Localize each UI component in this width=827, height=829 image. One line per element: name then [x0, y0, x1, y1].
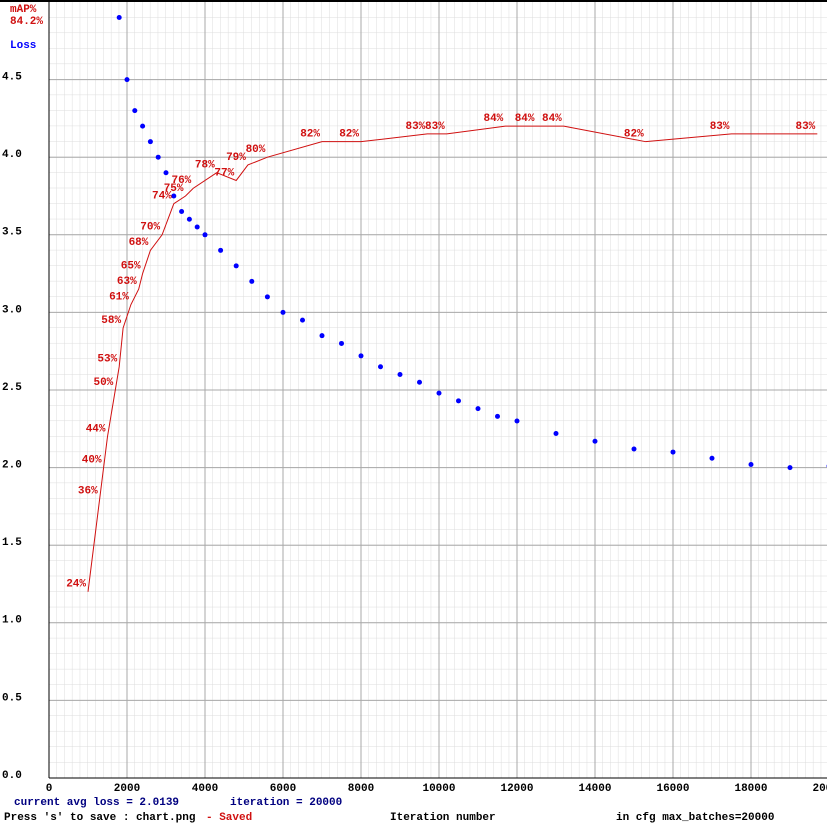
- loss-point: [417, 379, 422, 385]
- y-tick-label: 3.5: [2, 227, 22, 239]
- map-label: 84%: [515, 113, 535, 125]
- x-tick-label: 20000: [812, 783, 827, 795]
- map-label: 83%: [405, 121, 425, 133]
- y-tick-label: 1.0: [2, 615, 22, 627]
- loss-point: [218, 247, 224, 253]
- loss-point: [378, 364, 383, 370]
- top-border: [0, 0, 827, 2]
- map-label: 83%: [425, 121, 445, 133]
- y-tick-label: 1.5: [2, 537, 22, 549]
- y-tick-label: 4.0: [2, 149, 22, 161]
- loss-point: [163, 170, 169, 176]
- x-tick-label: 4000: [192, 783, 218, 795]
- loss-point: [140, 123, 146, 129]
- loss-point: [670, 449, 676, 455]
- x-tick-label: 6000: [270, 783, 296, 795]
- loss-point: [171, 193, 177, 199]
- y-tick-label: 3.0: [2, 304, 22, 316]
- loss-point: [592, 438, 598, 444]
- map-label: 83%: [710, 121, 730, 133]
- x-tick-label: 16000: [656, 783, 689, 795]
- loss-point: [475, 406, 481, 412]
- map-label: 78%: [195, 160, 215, 172]
- x-tick-label: 14000: [578, 783, 611, 795]
- map-legend: mAP%: [10, 4, 37, 16]
- x-tick-label: 2000: [114, 783, 140, 795]
- loss-point: [249, 278, 255, 284]
- loss-point: [787, 465, 793, 471]
- loss-legend: Loss: [10, 40, 36, 52]
- loss-point: [456, 398, 461, 404]
- map-line: [87, 125, 818, 592]
- map-label: 61%: [109, 292, 129, 304]
- map-label: 53%: [97, 354, 117, 366]
- loss-point: [300, 317, 305, 323]
- map-label: 84%: [542, 113, 562, 125]
- x-tick-label: 8000: [348, 783, 374, 795]
- map-label: 65%: [121, 261, 141, 273]
- map-label: 74%: [152, 191, 172, 203]
- loss-point: [319, 333, 325, 339]
- iteration: iteration = 20000: [230, 797, 342, 809]
- loss-point: [397, 371, 403, 377]
- map-label: 82%: [339, 129, 359, 141]
- x-tick-label: 10000: [422, 783, 455, 795]
- loss-point: [132, 108, 138, 114]
- map-label: 76%: [171, 175, 191, 187]
- map-label: 36%: [78, 486, 98, 498]
- y-tick-label: 0.5: [2, 692, 22, 704]
- map-label: 84%: [483, 113, 503, 125]
- loss-point: [155, 154, 161, 160]
- map-label: 50%: [93, 377, 113, 389]
- saved: - Saved: [206, 812, 252, 824]
- loss-point: [186, 216, 192, 222]
- map-label: 58%: [101, 315, 121, 327]
- map-current: 84.2%: [10, 16, 43, 28]
- loss-point: [339, 340, 344, 346]
- x-tick-label: 12000: [500, 783, 533, 795]
- map-label: 68%: [129, 237, 149, 249]
- loss-point: [553, 430, 559, 436]
- y-tick-label: 2.5: [2, 382, 22, 394]
- loss-point: [179, 209, 185, 215]
- map-label: 63%: [117, 276, 137, 288]
- loss-point: [514, 418, 520, 424]
- map-label: 82%: [300, 129, 320, 141]
- loss-point: [233, 263, 239, 269]
- map-label: 77%: [214, 167, 234, 179]
- y-tick-label: 2.0: [2, 460, 22, 472]
- loss-point: [147, 139, 153, 145]
- map-label: 82%: [624, 129, 644, 141]
- x-axis-label: Iteration number: [390, 812, 496, 824]
- y-tick-label: 4.5: [2, 72, 22, 84]
- loss-point: [709, 455, 715, 461]
- loss-point: [124, 77, 130, 83]
- loss-point: [264, 294, 270, 300]
- map-label: 83%: [795, 121, 815, 133]
- map-label: 40%: [82, 455, 102, 467]
- map-label: 44%: [86, 423, 106, 435]
- loss-point: [116, 15, 122, 21]
- x-tick-label: 18000: [734, 783, 767, 795]
- x-tick-label: 0: [46, 783, 53, 795]
- loss-point: [631, 446, 637, 452]
- map-label: 75%: [164, 183, 184, 195]
- map-label: 70%: [140, 222, 160, 234]
- max-batches: in cfg max_batches=20000: [616, 812, 774, 824]
- loss-point: [280, 309, 286, 315]
- save-hint: Press 's' to save : chart.png: [4, 812, 195, 824]
- loss-point: [748, 461, 754, 467]
- loss-point: [436, 390, 442, 396]
- map-label: 24%: [66, 579, 86, 591]
- loss-point: [202, 232, 208, 238]
- y-tick-label: 0.0: [2, 770, 22, 782]
- map-label: 80%: [246, 144, 266, 156]
- loss-point: [495, 413, 500, 419]
- map-label: 79%: [226, 152, 246, 164]
- loss-point: [358, 353, 364, 359]
- loss-point: [194, 224, 200, 230]
- avg-loss: current avg loss = 2.0139: [14, 797, 179, 809]
